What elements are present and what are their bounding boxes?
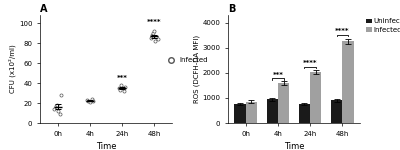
- Point: [55, 110, 62, 112]
- Point: [84, 99, 90, 101]
- Text: ****: ****: [147, 19, 162, 25]
- Bar: [299, 104, 310, 123]
- X-axis label: Time: Time: [284, 142, 304, 150]
- Point: [120, 87, 126, 89]
- Point: [54, 104, 60, 106]
- Point: [150, 32, 156, 34]
- Bar: [246, 102, 257, 123]
- Point: [153, 36, 160, 38]
- Text: A: A: [40, 4, 48, 14]
- Point: [151, 30, 158, 32]
- Point: [148, 37, 154, 39]
- Point: [116, 87, 122, 89]
- Point: [152, 40, 158, 42]
- Point: [149, 34, 155, 36]
- Y-axis label: ROS (DCFH-DA MFI): ROS (DCFH-DA MFI): [193, 35, 200, 103]
- Bar: [310, 72, 321, 123]
- Text: ***: ***: [117, 75, 128, 81]
- Bar: [331, 100, 342, 123]
- Legend: Infected: Infected: [164, 57, 208, 63]
- Point: [87, 101, 93, 103]
- Bar: [278, 83, 289, 123]
- Point: [121, 90, 127, 92]
- Point: [51, 108, 58, 110]
- Text: ****: ****: [335, 28, 350, 34]
- Point: [117, 89, 123, 91]
- Point: [122, 86, 128, 88]
- Bar: [342, 41, 354, 123]
- Point: [85, 100, 92, 102]
- Point: [52, 105, 59, 107]
- Point: [118, 84, 125, 86]
- Point: [58, 94, 64, 96]
- Point: [154, 38, 161, 40]
- Bar: [234, 104, 246, 123]
- Legend: Uninfected, Infected: Uninfected, Infected: [366, 18, 400, 33]
- Bar: [267, 99, 278, 123]
- Text: ****: ****: [303, 60, 317, 66]
- X-axis label: Time: Time: [96, 142, 116, 150]
- Point: [88, 98, 95, 100]
- Point: [56, 113, 63, 115]
- Text: B: B: [228, 4, 235, 14]
- Text: ***: ***: [272, 72, 283, 78]
- Y-axis label: CFU (x10²/ml): CFU (x10²/ml): [8, 45, 16, 93]
- Point: [90, 100, 96, 102]
